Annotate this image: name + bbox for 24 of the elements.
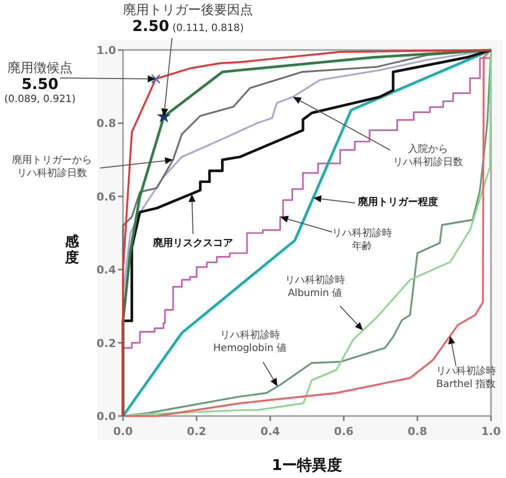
x-tick-label: 0.0 — [113, 425, 134, 438]
annotation: 廃用トリガーからリハ科初診日数 — [12, 154, 92, 179]
annotation: 入院からリハ科初診日数 — [393, 143, 463, 168]
annotation: 廃用トリガー程度 — [357, 196, 438, 208]
annotation: リハ科初診時 Albumin 値 — [285, 274, 345, 299]
y-tick-label: 0.0 — [96, 410, 116, 423]
annotation: 廃用徴候点 5.50 (0.089, 0.921) — [4, 61, 76, 105]
annotation: リハ科初診時 Hemoglobin 値 — [213, 329, 287, 354]
x-tick-label: 0.2 — [186, 425, 206, 438]
x-tick-label: 0.4 — [260, 425, 280, 438]
annotation: リハ科初診時 Barthel 指数 — [436, 365, 496, 390]
x-tick-label: 1.0 — [481, 425, 502, 438]
y-tick-label: 0.8 — [96, 117, 116, 130]
annotation: 廃用トリガー後要因点 2.50 (0.111, 0.818) — [123, 3, 253, 35]
annotation: 廃用リスクスコア — [152, 237, 233, 249]
x-tick-label: 0.6 — [334, 425, 354, 438]
x-tick-label: 0.8 — [408, 425, 428, 438]
y-axis-title: 感度 — [64, 234, 80, 266]
annotation: リハ科初診時年齢 — [332, 227, 392, 252]
y-tick-label: 0.2 — [96, 336, 116, 350]
x-axis-title: 1ー特異度 — [272, 456, 342, 474]
y-tick-label: 0.6 — [96, 190, 116, 204]
y-tick-label: 1.0 — [96, 44, 116, 57]
y-tick-label: 0.4 — [96, 264, 116, 277]
